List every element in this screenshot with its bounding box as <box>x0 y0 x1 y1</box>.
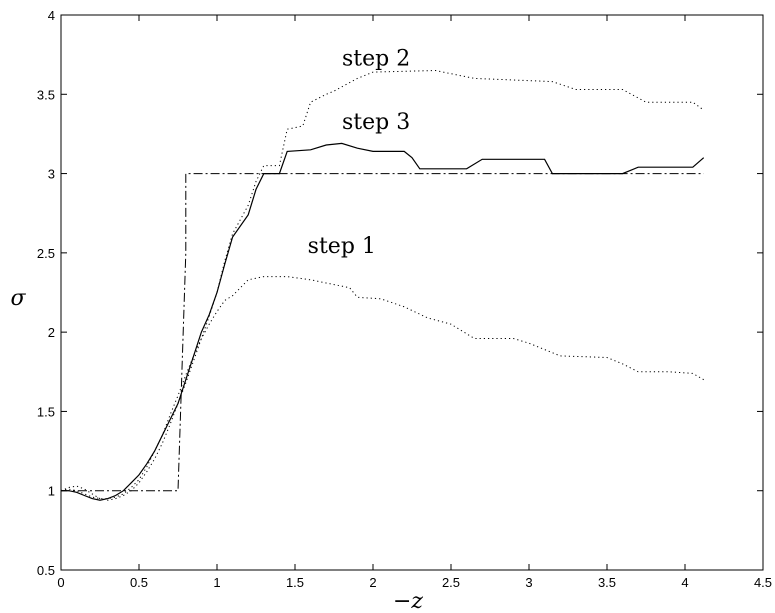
axes-frame <box>60 14 764 571</box>
x-tick-label: 0 <box>57 575 64 590</box>
y-tick-label: 1 <box>48 484 55 499</box>
y-tick-label: 0.5 <box>37 563 55 578</box>
y-tick-label: 3 <box>48 167 55 182</box>
series-line-4-dotted <box>60 276 704 500</box>
annotation-step-3: step 3 <box>342 110 410 135</box>
y-tick-label: 3.5 <box>37 87 55 102</box>
x-tick-label: 1.5 <box>286 575 304 590</box>
x-tick-label: 4.5 <box>754 575 772 590</box>
tick-labels: 0 0.5 1 1.5 2 2.5 3 3.5 4 4.50.511.522.533.54 <box>37 8 772 590</box>
x-tick-label: 2 <box>369 575 376 590</box>
y-tick-label: 4 <box>48 8 55 23</box>
y-axis-label: σ <box>10 286 26 311</box>
x-tick-label: 3.5 <box>598 575 616 590</box>
series-line-1-dashdot <box>61 173 704 492</box>
y-tick-label: 1.5 <box>37 404 55 419</box>
ticks <box>60 14 764 571</box>
y-tick-label: 2.5 <box>37 246 55 261</box>
plot-area <box>60 69 705 501</box>
x-tick-label: 0.5 <box>130 575 148 590</box>
x-axis-label: −z <box>393 589 423 613</box>
annotation-step-1: step 1 <box>308 234 376 259</box>
annotation-step-2: step 2 <box>342 47 410 72</box>
x-tick-label: 3 <box>525 575 532 590</box>
series-line-2-solid <box>61 142 705 501</box>
annotations: step 2 step 3 step 1 <box>308 47 411 259</box>
x-tick-label: 2.5 <box>442 575 460 590</box>
x-tick-label: 4 <box>681 575 688 590</box>
x-tick-label: 1 <box>213 575 220 590</box>
series-line-3-dotted <box>60 69 704 501</box>
y-tick-label: 2 <box>48 325 55 340</box>
